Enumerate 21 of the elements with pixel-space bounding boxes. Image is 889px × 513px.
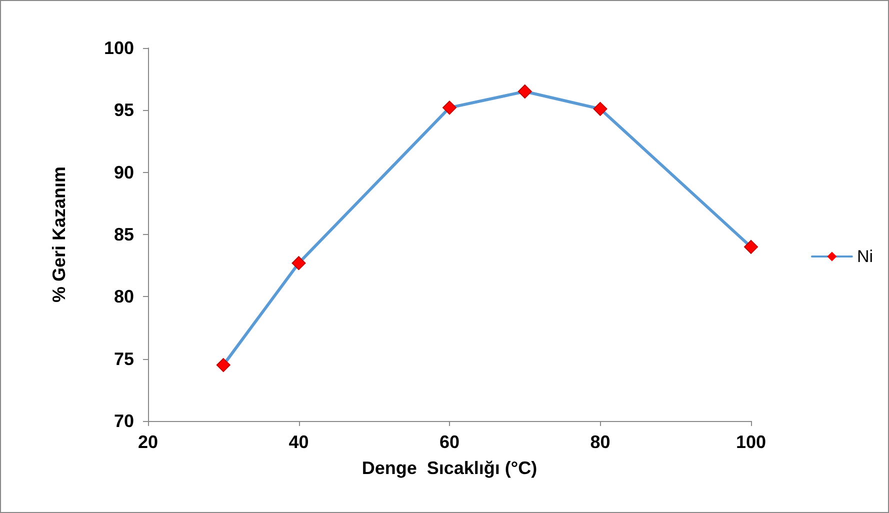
x-tick-label: 20 (138, 432, 158, 452)
y-tick-label: 100 (104, 38, 134, 58)
y-tick-label: 95 (114, 100, 134, 120)
y-tick-label: 85 (114, 224, 134, 244)
point (593, 102, 608, 116)
x-axis-title: Denge Sıcaklığı (°C) (362, 458, 538, 478)
y-tick-label: 75 (114, 348, 134, 369)
point (216, 358, 230, 372)
y-tick-label: 70 (114, 411, 134, 431)
x-tick-label: 80 (590, 432, 610, 452)
y-tick-label: 90 (114, 162, 134, 182)
point (744, 240, 758, 254)
point (292, 256, 306, 270)
x-tick-label: 40 (288, 432, 309, 452)
legend-label: Ni (856, 247, 874, 266)
point (442, 100, 456, 115)
point (518, 84, 532, 99)
y-axis-title: % Geri Kazanım (49, 166, 69, 303)
x-tick-label: 100 (736, 432, 766, 452)
y-tick-label: 80 (114, 286, 134, 307)
x-tick-label: 60 (439, 432, 460, 452)
